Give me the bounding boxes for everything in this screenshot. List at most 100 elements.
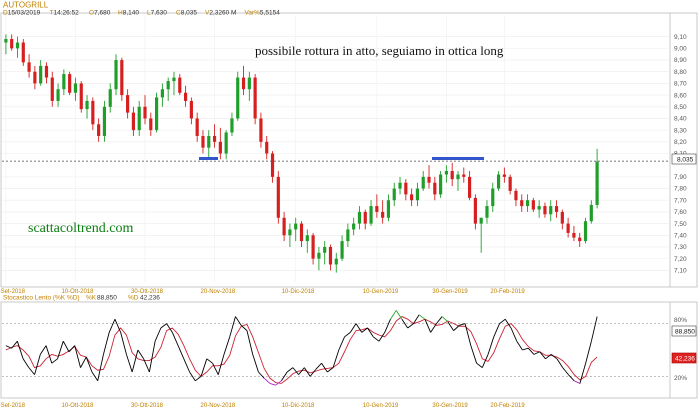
stochastic-k-segment (22, 358, 30, 368)
price-tick-label: 8,50 (674, 104, 687, 111)
candle-body (120, 60, 124, 96)
candle-body (525, 200, 530, 207)
date-tick-label: 20-Nov-2018 (201, 289, 236, 295)
date-axis-labels: 20-Set-2018 10-Ott-2018 30-Ott-2018 20-Nov-… (0, 289, 525, 295)
stochastic-k-segment (447, 321, 454, 331)
candle-body (39, 65, 43, 84)
stochastic-k-segment (550, 354, 558, 360)
candle-body (212, 135, 217, 142)
price-tick-label: 7,80 (674, 186, 687, 193)
candle-body (294, 223, 298, 230)
stochastic-date-tick-label: 30-Gen-2019 (432, 403, 468, 409)
stochastic-k-segment (97, 354, 104, 381)
candle-body (160, 89, 164, 98)
candle-body (346, 229, 350, 242)
candle-body (375, 206, 379, 212)
stochastic-k-segment (74, 345, 81, 368)
candle-body (415, 188, 420, 201)
candle-body (334, 258, 338, 265)
candle-body (79, 83, 83, 110)
candle-body (450, 171, 454, 180)
stochastic-20-label: 20% (674, 375, 687, 382)
stochastic-k-segment (166, 323, 173, 333)
stochastic-k-segment (309, 369, 317, 377)
stochastic-k-segment (344, 332, 351, 338)
stochastic-k-segment (137, 349, 145, 360)
candle-body (404, 182, 408, 195)
candle-body (578, 237, 582, 242)
stochastic-k-segment (240, 325, 248, 331)
stochastic-k-box (671, 325, 697, 337)
stochastic-k-segment (45, 345, 53, 364)
stochastic-k-segment (246, 330, 254, 355)
date-tick-label: 30-Ott-2018 (131, 289, 164, 295)
candle-body (195, 118, 199, 136)
ohlc-value: 5,5154 (260, 10, 280, 17)
price-tick-label: 8,40 (674, 116, 687, 123)
stochastic-k-segment (470, 345, 478, 364)
date-tick-label: 20-Feb-2019 (490, 289, 525, 295)
candle-body (520, 200, 524, 207)
stochastic-k-segment (298, 367, 305, 375)
candle-body (439, 174, 443, 195)
stochastic-k-segment (481, 354, 489, 368)
stochastic-d-box (671, 352, 697, 364)
stochastic-date-tick-label: 10-Dic-2018 (282, 403, 315, 409)
ohlc-value: 2,3260 M (209, 10, 236, 17)
stochastic-k-segment (510, 327, 518, 342)
ohlc-key: T (50, 10, 54, 17)
stochastic-k-segment (384, 319, 391, 333)
stochastic-k-segment (160, 323, 167, 329)
candle-body (155, 97, 159, 131)
candle-body (44, 65, 49, 78)
stochastic-k-segment (464, 323, 472, 346)
price-tick-label: 7,30 (674, 244, 687, 251)
stochastic-k-segment (441, 316, 449, 323)
price-tick-label: 8,30 (674, 127, 687, 134)
last-price-box (671, 153, 697, 165)
stochastic-k-segment (453, 325, 460, 331)
candle-body (102, 106, 107, 136)
stochastic-k-segment (573, 380, 581, 384)
candle-body (462, 174, 466, 177)
site-watermark: scattacoltrend.com (28, 221, 133, 236)
candle-body (33, 71, 37, 84)
candle-body (392, 188, 396, 201)
candle-body (299, 223, 304, 242)
candle-body (473, 197, 477, 224)
stochastic-k-segment (338, 336, 345, 351)
stochastic-k-segment (545, 354, 552, 360)
candle-body (224, 132, 228, 154)
price-tick-label: 8,90 (674, 57, 687, 64)
candle-body (97, 124, 101, 136)
candle-body (531, 200, 535, 210)
candle-body (502, 174, 506, 177)
ohlc-value: 14:26:52 (53, 10, 79, 17)
ohlc-key: L (147, 10, 151, 17)
stochastic-k-segment (292, 367, 299, 375)
candle-body (247, 77, 251, 90)
stochastic-k-segment (28, 367, 35, 375)
candle-body (549, 206, 553, 215)
stochastic-k-segment (527, 347, 535, 355)
stochastic-d-box-value: 42,236 (675, 356, 695, 363)
candle-body (386, 200, 391, 218)
stochastic-k-segment (413, 314, 420, 324)
stochastic-k-segment (418, 314, 426, 320)
date-tick-label: 20-Set-2018 (0, 289, 26, 295)
stochastic-k-segment (499, 318, 506, 324)
stochastic-k-segment (143, 358, 150, 373)
candle-body (381, 211, 385, 218)
candle-body (149, 118, 153, 131)
price-tick-label: 7,70 (674, 197, 687, 204)
stochastic-k-segment (522, 347, 529, 351)
stochastic-k-segment (206, 358, 213, 364)
candle-body (253, 77, 257, 119)
candle-body (62, 74, 66, 90)
price-axis-labels: 9,10 9,00 8,90 8,80 8,70 8,60 8,50 8,40 8,30 8,20… (674, 34, 687, 275)
candle-body (537, 206, 541, 210)
stochastic-k-segment (303, 367, 311, 377)
date-tick-label: 30-Gen-2019 (432, 289, 468, 295)
stochastic-k-segment (80, 356, 87, 368)
